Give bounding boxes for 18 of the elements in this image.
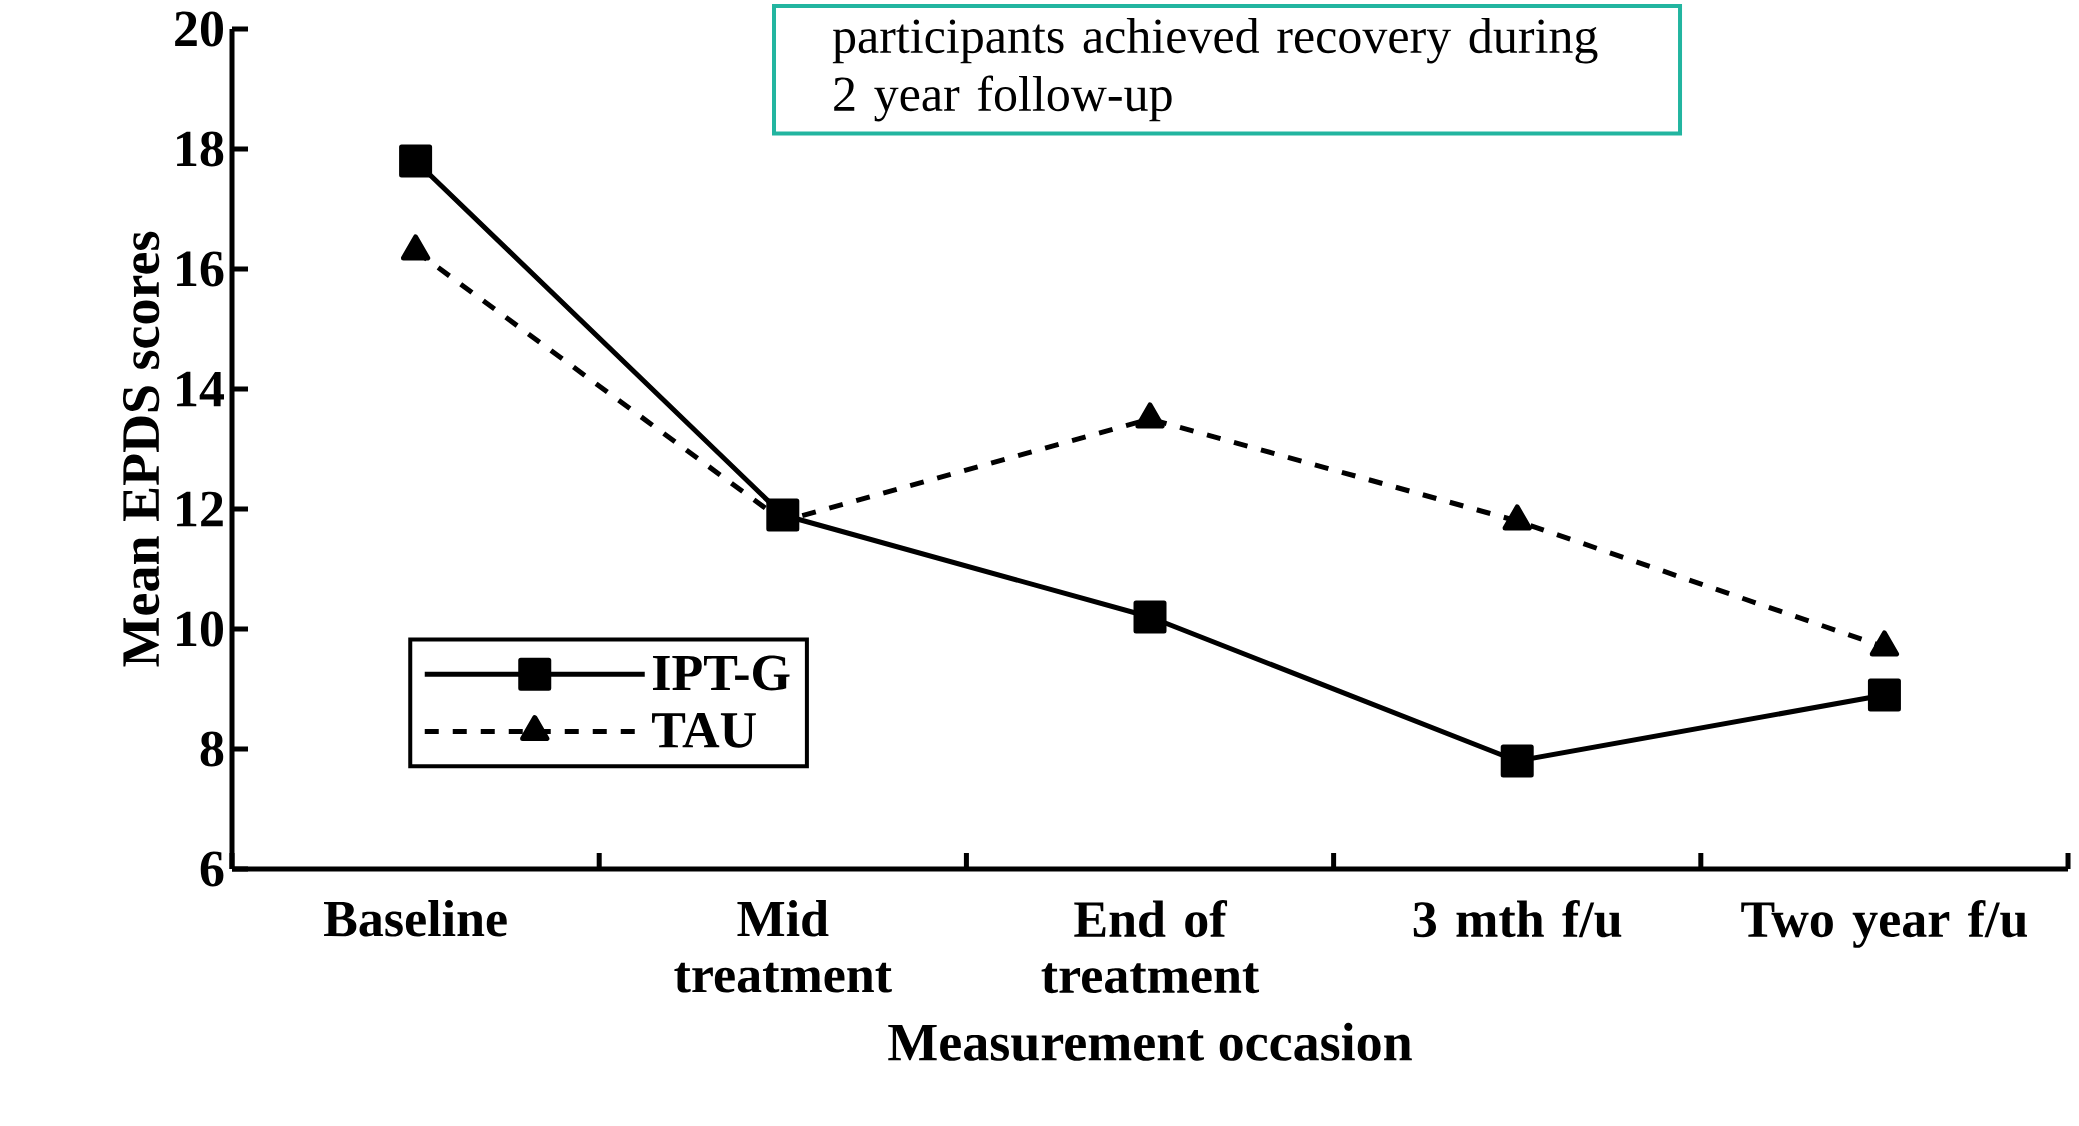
x-tick-label: Mid treatment [674, 900, 892, 993]
x-tick-label: End of treatment [1041, 900, 1260, 994]
x-axis-title: Measurement occasion [888, 1022, 1412, 1061]
y-tick-label: 12 [177, 491, 223, 527]
y-tick-label: 10 [177, 611, 223, 647]
y-tick-label: 20 [175, 11, 223, 47]
x-tick-label: Baseline [324, 900, 507, 937]
y-tick-label: 8 [200, 731, 224, 767]
legend-label: TAU [652, 712, 756, 748]
y-tick-label: 18 [177, 131, 224, 167]
y-tick-label: 14 [177, 371, 224, 407]
annotation: participants achieved recovery during 2 year follow-up [832, 17, 1598, 122]
y-tick-label: 16 [177, 251, 224, 287]
legend-label: IPT-G [652, 655, 790, 691]
x-tick-label: Two year f/u [1741, 900, 2027, 948]
x-tick-label: 3 mth f/u [1413, 900, 1622, 938]
y-tick-label: 6 [200, 851, 224, 887]
y-axis-title: Mean EPDS scores [123, 231, 160, 667]
